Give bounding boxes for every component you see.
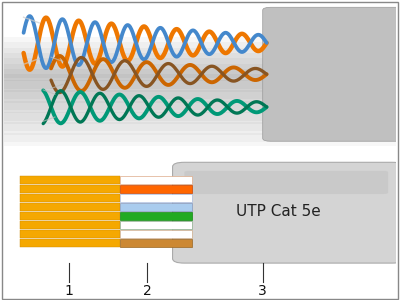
Text: 2: 2 (143, 284, 152, 298)
Bar (4, 101, 396, 121)
Bar (4, 74, 396, 103)
Bar (4, 128, 396, 138)
Bar (4, 90, 396, 113)
Text: 3: 3 (258, 284, 267, 298)
Bar (4, 96, 396, 117)
Bar (20, 212, 120, 220)
Bar (4, 106, 396, 124)
Bar (120, 203, 192, 211)
Text: 1: 1 (64, 284, 73, 298)
Bar (4, 69, 396, 99)
FancyBboxPatch shape (172, 162, 400, 263)
Bar (4, 122, 396, 135)
Bar (20, 176, 120, 184)
Bar (4, 64, 396, 96)
Bar (4, 53, 396, 88)
Bar (4, 117, 396, 131)
Bar (4, 80, 396, 106)
FancyBboxPatch shape (184, 171, 388, 194)
Bar (4, 58, 396, 92)
Bar (20, 230, 120, 238)
Bar (120, 212, 192, 220)
Bar (120, 230, 192, 238)
Bar (20, 203, 120, 211)
Bar (20, 221, 120, 229)
Bar (120, 185, 192, 193)
Bar (20, 239, 120, 247)
Bar (120, 176, 192, 184)
FancyBboxPatch shape (263, 7, 400, 141)
Bar (4, 85, 396, 110)
Text: UTP Cat 5e: UTP Cat 5e (236, 204, 321, 219)
Bar (120, 221, 192, 229)
Bar (4, 112, 396, 128)
Bar (4, 37, 396, 78)
Bar (20, 185, 120, 193)
Bar (4, 47, 396, 85)
Bar (120, 239, 192, 247)
Bar (4, 138, 396, 146)
Bar (4, 133, 396, 142)
Bar (20, 194, 120, 202)
Bar (120, 194, 192, 202)
Bar (4, 42, 396, 81)
